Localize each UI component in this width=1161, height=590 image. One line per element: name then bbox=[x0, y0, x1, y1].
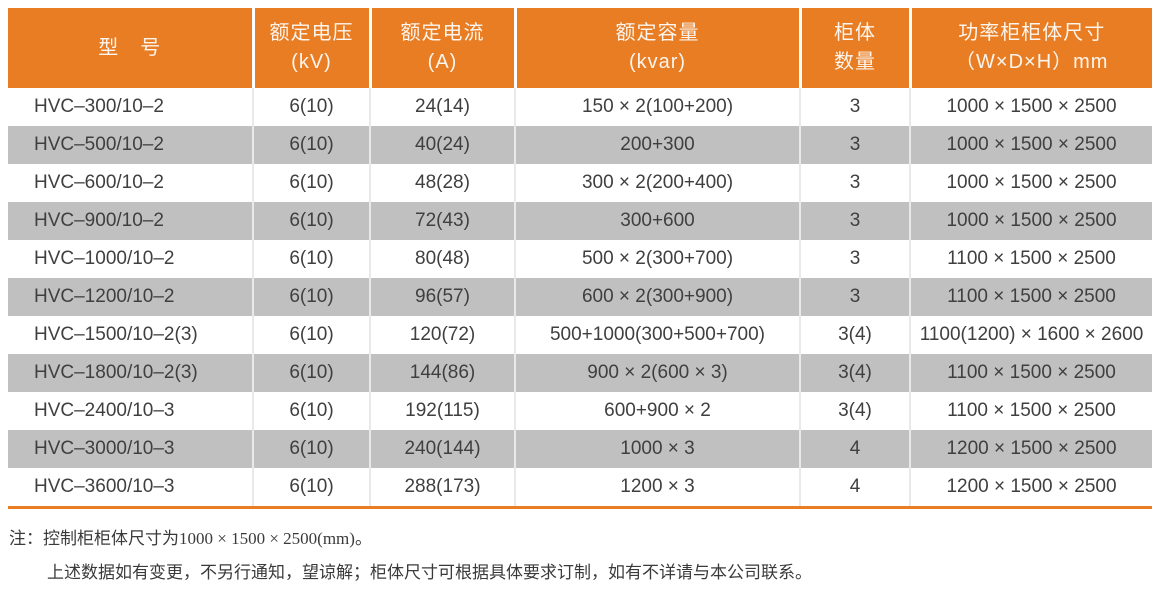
cell-capacity: 900 × 2(600 × 3) bbox=[514, 354, 800, 392]
cell-current: 80(48) bbox=[369, 240, 515, 278]
cell-cabinet-count: 3 bbox=[799, 88, 910, 126]
cell-cabinet-count: 3(4) bbox=[799, 354, 910, 392]
cell-model: HVC–1500/10–2(3) bbox=[34, 324, 198, 345]
column-header-dimensions: 功率柜柜体尺寸 （W×D×H）mm bbox=[908, 8, 1152, 88]
cell-dimensions: 1100(1200) × 1600 × 2600 bbox=[909, 316, 1152, 354]
cell-current: 144(86) bbox=[369, 354, 515, 392]
cell-cabinet-count: 3 bbox=[799, 164, 910, 202]
cell-cabinet-count: 4 bbox=[799, 430, 910, 468]
cell-dimensions: 1000 × 1500 × 2500 bbox=[909, 88, 1152, 126]
table-row: HVC–3600/10–3 6(10) 288(173) 1200 × 3 4 … bbox=[8, 468, 1152, 508]
column-header-model-label: 型 号 bbox=[98, 36, 162, 59]
cell-current: 120(72) bbox=[369, 316, 515, 354]
cell-current: 24(14) bbox=[369, 88, 515, 126]
cell-dimensions: 1100 × 1500 × 2500 bbox=[909, 240, 1152, 278]
cell-capacity: 1200 × 3 bbox=[514, 468, 800, 508]
table-row: HVC–600/10–2 6(10) 48(28) 300 × 2(200+40… bbox=[8, 164, 1152, 202]
table-row: HVC–1800/10–2(3) 6(10) 144(86) 900 × 2(6… bbox=[8, 354, 1152, 392]
cell-model: HVC–2400/10–3 bbox=[34, 400, 175, 421]
cell-capacity: 1000 × 3 bbox=[514, 430, 800, 468]
table-row: HVC–300/10–2 6(10) 24(14) 150 × 2(100+20… bbox=[8, 88, 1152, 126]
cell-voltage: 6(10) bbox=[252, 164, 370, 202]
column-header-model: 型 号 bbox=[8, 8, 253, 88]
column-header-current: 额定电流 (A) bbox=[368, 8, 515, 88]
cell-model: HVC–900/10–2 bbox=[34, 210, 164, 231]
cell-capacity: 500 × 2(300+700) bbox=[514, 240, 800, 278]
cell-voltage: 6(10) bbox=[252, 430, 370, 468]
footnote-line-1: 注：控制柜柜体尺寸为1000 × 1500 × 2500(mm)。 bbox=[9, 522, 1152, 556]
column-header-capacity: 额定容量 (kvar) bbox=[513, 8, 800, 88]
cell-model: HVC–600/10–2 bbox=[34, 172, 164, 193]
cell-capacity: 600 × 2(300+900) bbox=[514, 278, 800, 316]
cell-current: 48(28) bbox=[369, 164, 515, 202]
cell-voltage: 6(10) bbox=[252, 354, 370, 392]
cell-model: HVC–1200/10–2 bbox=[34, 286, 175, 307]
cell-current: 288(173) bbox=[369, 468, 515, 508]
footnote-prefix: 注： bbox=[9, 529, 43, 548]
cell-voltage: 6(10) bbox=[252, 240, 370, 278]
cell-cabinet-count: 4 bbox=[799, 468, 910, 508]
cell-capacity: 200+300 bbox=[514, 126, 800, 164]
cell-voltage: 6(10) bbox=[252, 278, 370, 316]
cell-capacity: 600+900 × 2 bbox=[514, 392, 800, 430]
cell-voltage: 6(10) bbox=[252, 202, 370, 240]
cell-cabinet-count: 3 bbox=[799, 202, 910, 240]
cell-model: HVC–500/10–2 bbox=[34, 134, 164, 155]
cell-capacity: 500+1000(300+500+700) bbox=[514, 316, 800, 354]
cell-capacity: 300+600 bbox=[514, 202, 800, 240]
header-row: 型 号 额定电压 (kV) 额定电流 (A) 额定容量 (kvar) 柜体 数量 bbox=[8, 8, 1152, 88]
table-row: HVC–1500/10–2(3) 6(10) 120(72) 500+1000(… bbox=[8, 316, 1152, 354]
cell-capacity: 150 × 2(100+200) bbox=[514, 88, 800, 126]
cell-model: HVC–300/10–2 bbox=[34, 96, 164, 117]
cell-voltage: 6(10) bbox=[252, 88, 370, 126]
cell-cabinet-count: 3(4) bbox=[799, 316, 910, 354]
cell-dimensions: 1100 × 1500 × 2500 bbox=[909, 392, 1152, 430]
cell-dimensions: 1100 × 1500 × 2500 bbox=[909, 354, 1152, 392]
table-row: HVC–3000/10–3 6(10) 240(144) 1000 × 3 4 … bbox=[8, 430, 1152, 468]
spec-table: 型 号 额定电压 (kV) 额定电流 (A) 额定容量 (kvar) 柜体 数量 bbox=[8, 8, 1152, 509]
cell-current: 240(144) bbox=[369, 430, 515, 468]
table-row: HVC–1000/10–2 6(10) 80(48) 500 × 2(300+7… bbox=[8, 240, 1152, 278]
table-row: HVC–500/10–2 6(10) 40(24) 200+300 3 1000… bbox=[8, 126, 1152, 164]
cell-cabinet-count: 3 bbox=[799, 240, 910, 278]
cell-current: 96(57) bbox=[369, 278, 515, 316]
cell-model: HVC–1800/10–2(3) bbox=[34, 362, 198, 383]
cell-current: 72(43) bbox=[369, 202, 515, 240]
footnote-line-2: 上述数据如有变更，不另行通知，望谅解；柜体尺寸可根据具体要求订制，如有不详请与本… bbox=[47, 563, 812, 582]
spec-table-body: HVC–300/10–2 6(10) 24(14) 150 × 2(100+20… bbox=[8, 88, 1152, 508]
cell-voltage: 6(10) bbox=[252, 126, 370, 164]
cell-dimensions: 1100 × 1500 × 2500 bbox=[909, 278, 1152, 316]
cell-cabinet-count: 3 bbox=[799, 278, 910, 316]
cell-model: HVC–1000/10–2 bbox=[34, 248, 175, 269]
cell-capacity: 300 × 2(200+400) bbox=[514, 164, 800, 202]
column-header-cabinet-count: 柜体 数量 bbox=[798, 8, 910, 88]
column-header-voltage: 额定电压 (kV) bbox=[251, 8, 370, 88]
cell-dimensions: 1200 × 1500 × 2500 bbox=[909, 430, 1152, 468]
cell-model: HVC–3000/10–3 bbox=[34, 438, 175, 459]
cell-dimensions: 1200 × 1500 × 2500 bbox=[909, 468, 1152, 508]
spec-table-header: 型 号 额定电压 (kV) 额定电流 (A) 额定容量 (kvar) 柜体 数量 bbox=[8, 8, 1152, 88]
table-row: HVC–2400/10–3 6(10) 192(115) 600+900 × 2… bbox=[8, 392, 1152, 430]
table-row: HVC–1200/10–2 6(10) 96(57) 600 × 2(300+9… bbox=[8, 278, 1152, 316]
cell-voltage: 6(10) bbox=[252, 468, 370, 508]
cell-dimensions: 1000 × 1500 × 2500 bbox=[909, 202, 1152, 240]
cell-dimensions: 1000 × 1500 × 2500 bbox=[909, 164, 1152, 202]
cell-current: 40(24) bbox=[369, 126, 515, 164]
cell-current: 192(115) bbox=[369, 392, 515, 430]
cell-dimensions: 1000 × 1500 × 2500 bbox=[909, 126, 1152, 164]
footnotes: 注：控制柜柜体尺寸为1000 × 1500 × 2500(mm)。 上述数据如有… bbox=[8, 522, 1152, 590]
cell-cabinet-count: 3 bbox=[799, 126, 910, 164]
table-row: HVC–900/10–2 6(10) 72(43) 300+600 3 1000… bbox=[8, 202, 1152, 240]
footnote-text-1: 控制柜柜体尺寸为1000 × 1500 × 2500(mm)。 bbox=[43, 529, 372, 548]
cell-model: HVC–3600/10–3 bbox=[34, 476, 175, 497]
cell-cabinet-count: 3(4) bbox=[799, 392, 910, 430]
cell-voltage: 6(10) bbox=[252, 316, 370, 354]
cell-voltage: 6(10) bbox=[252, 392, 370, 430]
